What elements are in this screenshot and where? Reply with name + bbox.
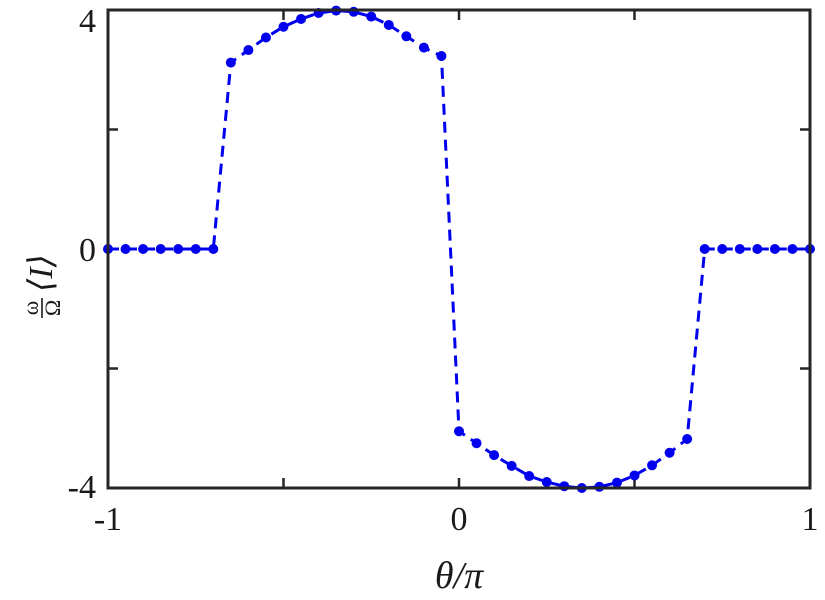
y-axis-label-expression: ⟨I⟩ — [23, 254, 60, 292]
y-axis-label: ω Ω ⟨I⟩ — [18, 254, 65, 318]
y-axis-label-fraction-bottom: Ω — [40, 300, 65, 316]
data-point — [454, 426, 464, 437]
data-point — [664, 447, 675, 458]
data-point — [366, 11, 377, 22]
data-point — [769, 244, 780, 254]
tick-labels: -1 0 1 -4 0 4 — [68, 3, 819, 538]
data-point — [471, 438, 482, 449]
data-point — [436, 51, 447, 62]
data-point — [348, 6, 359, 17]
data-point — [787, 244, 798, 254]
data-point — [506, 460, 517, 471]
data-point — [611, 477, 622, 488]
data-point — [489, 450, 500, 461]
data-point — [173, 244, 184, 254]
data-point — [155, 244, 166, 254]
data-point — [401, 31, 412, 42]
data-point — [682, 434, 693, 445]
data-point — [120, 244, 131, 254]
data-point — [296, 13, 307, 24]
data-point — [559, 481, 570, 492]
data-point — [717, 244, 728, 254]
data-point — [225, 57, 236, 68]
data-point — [752, 244, 763, 254]
data-point — [208, 244, 219, 254]
x-tick-label: -1 — [94, 501, 122, 538]
y-tick-label: -4 — [68, 469, 96, 506]
data-point — [699, 244, 710, 254]
data-point — [138, 244, 149, 254]
data-point — [541, 477, 552, 488]
data-point — [383, 19, 394, 30]
series-layer — [103, 5, 815, 493]
data-point — [524, 471, 535, 482]
data-point — [629, 470, 640, 481]
x-tick-label: 1 — [802, 501, 819, 538]
x-axis-label: θ/π — [435, 555, 484, 597]
data-point — [243, 45, 254, 56]
plot-frame — [106, 8, 812, 490]
y-tick-label: 0 — [79, 232, 96, 269]
data-point — [734, 244, 745, 254]
y-axis-label-fraction-top: ω — [18, 301, 43, 315]
data-point — [278, 21, 289, 32]
data-point — [260, 32, 271, 43]
data-point — [190, 244, 201, 254]
data-point — [647, 460, 658, 471]
data-point — [418, 42, 429, 53]
y-tick-label: 4 — [79, 3, 96, 40]
x-tick-label: 0 — [451, 501, 468, 538]
